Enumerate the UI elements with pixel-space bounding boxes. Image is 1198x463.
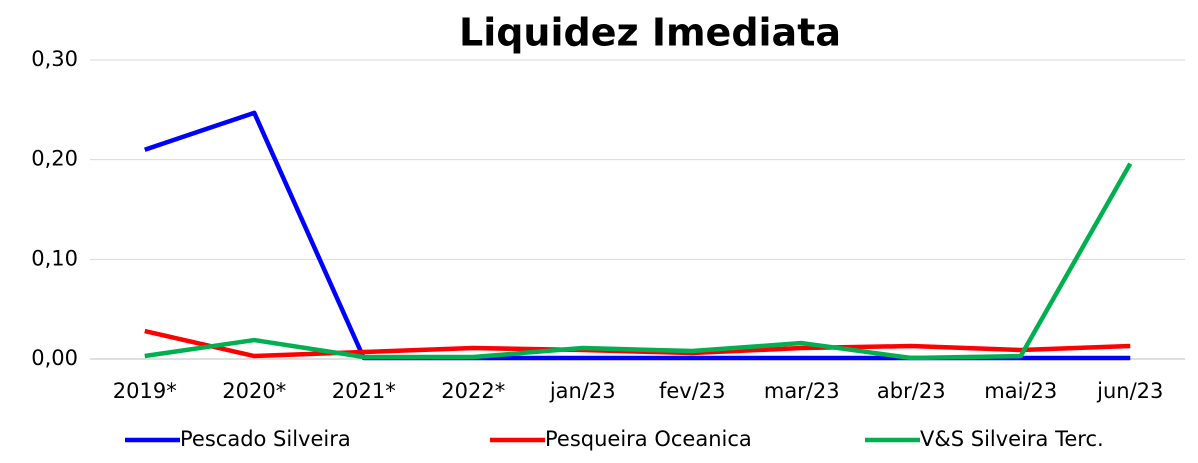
legend-label: Pescado Silveira [180,427,351,451]
y-tick-label: 0,10 [31,246,78,270]
x-tick-label: 2020* [222,379,286,403]
series-line [144,162,1133,361]
x-tick-label: fev/23 [659,379,726,403]
x-tick-label: jun/23 [1096,379,1163,403]
y-tick-label: 0,00 [31,346,78,370]
x-tick-label: 2022* [441,379,505,403]
series-line [144,110,1131,361]
legend-label: Pesqueira Oceanica [545,427,752,451]
x-tick-label: jan/23 [549,379,616,403]
x-tick-label: mai/23 [984,379,1057,403]
y-tick-label: 0,30 [31,47,78,71]
legend-label: V&S Silveira Terc. [920,427,1104,451]
y-tick-label: 0,20 [31,147,78,171]
series-line [144,328,1131,359]
x-tick-label: 2021* [332,379,396,403]
x-tick-label: abr/23 [877,379,946,403]
x-tick-label: mar/23 [764,379,840,403]
x-tick-label: 2019* [113,379,177,403]
chart-title: Liquidez Imediata [459,11,841,55]
